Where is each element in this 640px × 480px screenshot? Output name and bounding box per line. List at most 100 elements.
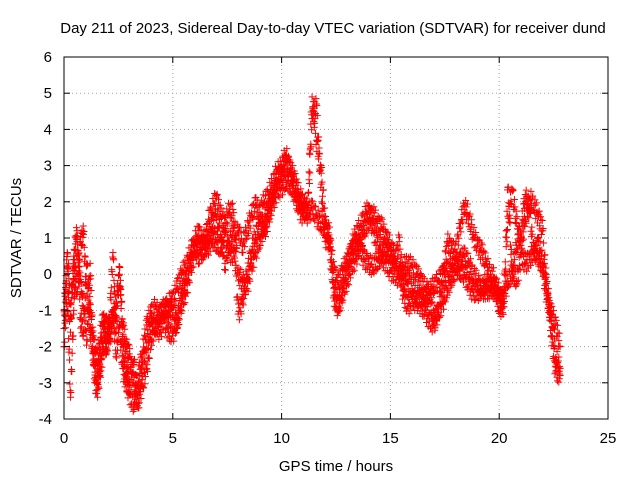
data-point-interp: [421, 298, 429, 306]
data-point-interp: [254, 246, 262, 254]
series-track-2: [60, 93, 564, 407]
data-point-interp: [484, 255, 492, 263]
data-point-interp: [512, 249, 520, 257]
data-point-interp: [325, 231, 333, 239]
data-point-interp: [266, 178, 274, 186]
data-point: [96, 372, 104, 380]
data-point-interp: [374, 212, 382, 220]
data-point-interp: [433, 317, 441, 325]
data-point-interp: [185, 267, 193, 275]
y-tick-label: 2: [44, 194, 52, 211]
data-point-interp: [262, 222, 270, 230]
data-point: [299, 198, 307, 206]
data-point-interp: [74, 256, 82, 264]
data-point-interp: [153, 329, 161, 337]
data-point-interp: [105, 340, 113, 348]
data-point-interp: [99, 319, 107, 327]
data-point-interp: [488, 292, 496, 300]
data-point: [230, 209, 238, 217]
data-point-interp: [420, 274, 428, 282]
data-point-interp: [548, 323, 556, 331]
data-point-interp: [367, 208, 375, 216]
data-point-interp: [359, 242, 367, 250]
data-point-interp: [369, 216, 377, 224]
data-point-interp: [345, 269, 353, 277]
data-point-interp: [233, 244, 241, 252]
data-point-interp: [118, 297, 126, 305]
data-point-interp: [252, 236, 260, 244]
data-point-interp: [138, 370, 146, 378]
data-point-interp: [194, 260, 202, 268]
data-point-interp: [313, 102, 321, 110]
data-point-interp: [214, 223, 222, 231]
data-point-interp: [154, 323, 162, 331]
data-point-interp: [340, 279, 348, 287]
data-point-interp: [73, 234, 81, 242]
data-point-interp: [462, 197, 470, 205]
data-point-interp: [252, 254, 260, 262]
data-point-interp: [208, 213, 216, 221]
data-point-interp: [436, 301, 444, 309]
data-point-interp: [318, 207, 326, 215]
y-tick-label: 1: [44, 230, 52, 247]
data-series: [60, 93, 564, 415]
data-point-interp: [288, 177, 296, 185]
data-point-interp: [174, 324, 182, 332]
data-point-interp: [404, 280, 412, 288]
data-point-interp: [550, 345, 558, 353]
data-point-interp: [524, 205, 532, 213]
data-point-interp: [200, 226, 208, 234]
data-point-interp: [118, 315, 126, 323]
data-point-interp: [203, 245, 211, 253]
data-point-interp: [409, 278, 417, 286]
data-point-interp: [408, 293, 416, 301]
data-point-interp: [308, 197, 316, 205]
data-point-interp: [145, 355, 153, 363]
data-point-interp: [372, 206, 380, 214]
data-point-interp: [65, 299, 73, 307]
data-point-interp: [312, 129, 320, 137]
data-point-interp: [342, 276, 350, 284]
data-point-interp: [525, 214, 533, 222]
data-point-interp: [306, 169, 314, 177]
data-point-interp: [151, 316, 159, 324]
data-point-interp: [477, 239, 485, 247]
data-point-interp: [448, 241, 456, 249]
data-point-interp: [229, 217, 237, 225]
data-point-interp: [535, 234, 543, 242]
data-point-interp: [85, 321, 93, 329]
data-point-interp: [176, 297, 184, 305]
y-tick-label: 3: [44, 158, 52, 175]
data-point-interp: [69, 281, 77, 289]
data-point-interp: [61, 338, 69, 346]
data-point-interp: [510, 256, 518, 264]
data-point-interp: [85, 299, 93, 307]
data-point-interp: [555, 329, 563, 337]
data-point-interp: [532, 244, 540, 252]
data-point-interp: [192, 241, 200, 249]
data-point-interp: [241, 243, 249, 251]
data-point-interp: [405, 310, 413, 318]
data-point-interp: [403, 269, 411, 277]
data-point: [413, 270, 421, 278]
data-point-interp: [171, 329, 179, 337]
data-point-interp: [411, 282, 419, 290]
data-point-interp: [179, 290, 187, 298]
data-point-interp: [75, 272, 83, 280]
data-point-interp: [66, 387, 74, 395]
data-point-interp: [170, 337, 178, 345]
data-point-interp: [84, 275, 92, 283]
data-point-interp: [460, 278, 468, 286]
data-point-interp: [468, 261, 476, 269]
data-point-interp: [248, 255, 256, 263]
data-point-interp: [479, 277, 487, 285]
data-point-interp: [348, 251, 356, 259]
data-point-interp: [327, 247, 335, 255]
data-point-interp: [125, 341, 133, 349]
data-point: [556, 372, 564, 380]
data-point: [109, 248, 117, 256]
data-point-interp: [66, 380, 74, 388]
data-point-interp: [397, 251, 405, 259]
data-point: [70, 252, 78, 260]
data-point-interp: [396, 260, 404, 268]
